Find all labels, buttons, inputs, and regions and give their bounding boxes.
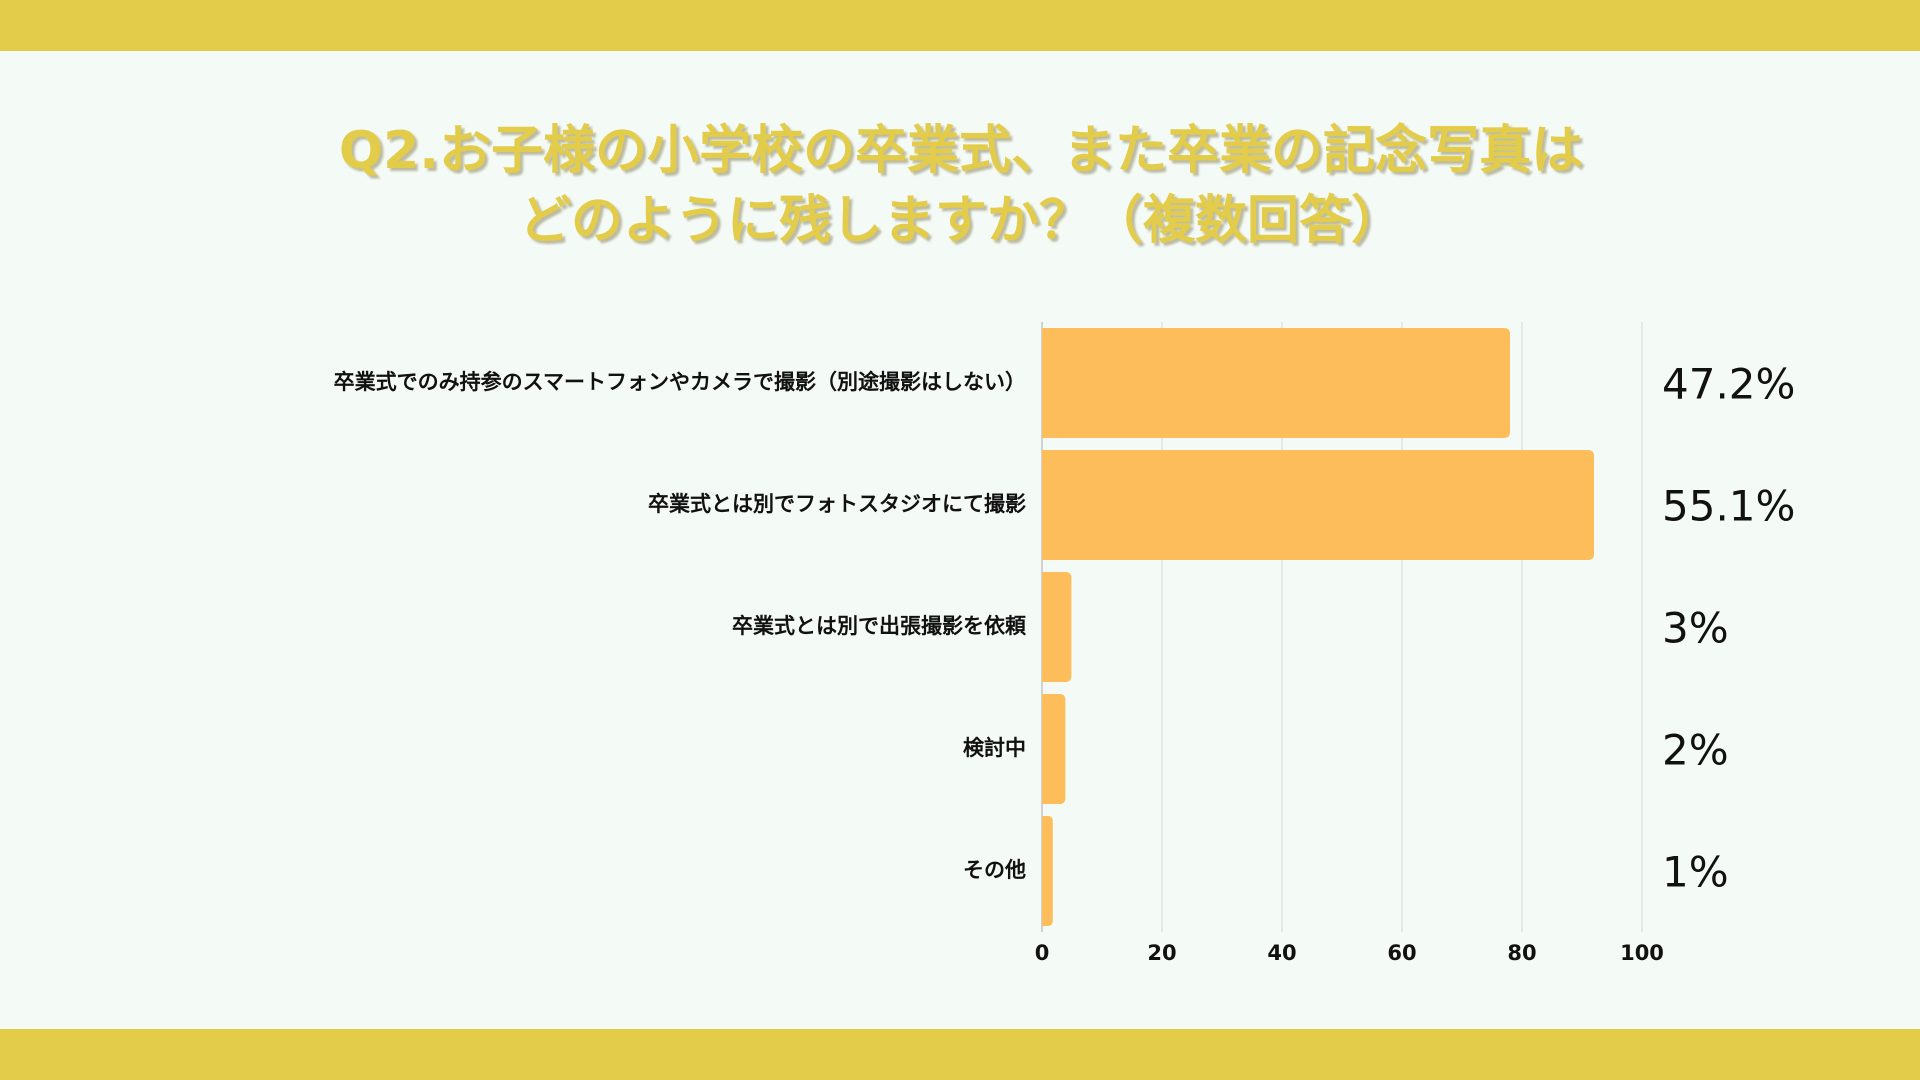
bar — [1042, 572, 1072, 682]
x-tick-label: 80 — [1507, 941, 1536, 965]
annotation: 2% — [1662, 726, 1729, 775]
y-tick-label: 検討中 — [963, 736, 1026, 760]
chart-title: Q2.お子様の小学校の卒業式、また卒業の記念写真は — [339, 121, 1583, 181]
bar — [1042, 816, 1053, 926]
annotation: 47.2% — [1662, 360, 1795, 409]
x-tick-label: 60 — [1387, 941, 1416, 965]
y-tick-label: その他 — [963, 858, 1026, 882]
bottom-band — [0, 1029, 1920, 1080]
x-tick-label: 20 — [1147, 941, 1176, 965]
y-tick-label: 卒業式でのみ持参のスマートフォンやカメラで撮影（別途撮影はしない） — [334, 370, 1026, 394]
x-tick-label: 40 — [1267, 941, 1296, 965]
bar — [1042, 694, 1066, 804]
y-tick-label: 卒業式とは別でフォトスタジオにて撮影 — [648, 492, 1026, 516]
top-band — [0, 0, 1920, 51]
chart-title: どのように残しますか？（複数回答） — [519, 191, 1403, 251]
x-tick-label: 0 — [1035, 941, 1050, 965]
annotation: 55.1% — [1662, 482, 1795, 531]
plot: 0 20 40 60 80 100 卒業式でのみ持参のスマートフォンやカメラで撮影（別途撮影… — [334, 322, 1795, 965]
annotation: 3% — [1662, 604, 1729, 653]
y-tick-label: 卒業式とは別で出張撮影を依頼 — [732, 614, 1027, 638]
bar — [1042, 450, 1594, 560]
x-tick-label: 100 — [1620, 941, 1664, 965]
bar — [1042, 328, 1510, 438]
annotation: 1% — [1662, 848, 1729, 897]
